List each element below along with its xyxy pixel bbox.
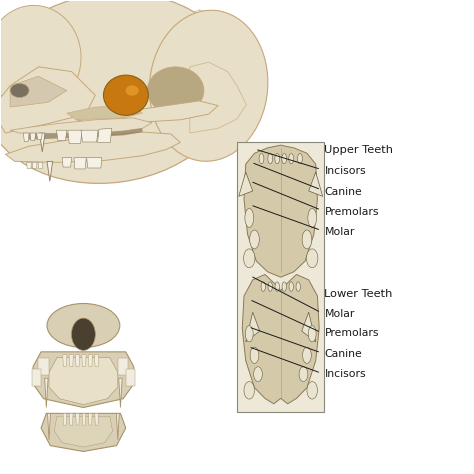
Ellipse shape <box>275 154 280 164</box>
Polygon shape <box>69 413 73 425</box>
Bar <box>38 358 49 375</box>
Polygon shape <box>95 413 99 425</box>
Text: Molar: Molar <box>324 309 355 319</box>
Polygon shape <box>63 413 67 425</box>
Polygon shape <box>10 118 152 134</box>
Polygon shape <box>244 145 318 277</box>
Ellipse shape <box>0 0 237 183</box>
Ellipse shape <box>282 154 287 164</box>
Ellipse shape <box>302 230 312 249</box>
Ellipse shape <box>268 282 273 292</box>
Ellipse shape <box>244 249 255 268</box>
Polygon shape <box>76 413 80 425</box>
Text: Premolars: Premolars <box>324 328 379 338</box>
Text: Canine: Canine <box>324 349 362 359</box>
Polygon shape <box>88 355 92 366</box>
Ellipse shape <box>254 367 262 382</box>
Ellipse shape <box>298 154 302 164</box>
Text: Lower Teeth: Lower Teeth <box>324 289 393 299</box>
Bar <box>32 369 41 385</box>
Polygon shape <box>27 162 31 168</box>
Ellipse shape <box>302 347 311 364</box>
Polygon shape <box>75 355 80 366</box>
Ellipse shape <box>149 10 268 161</box>
Ellipse shape <box>126 85 139 96</box>
Polygon shape <box>89 413 92 425</box>
Polygon shape <box>98 128 112 143</box>
Polygon shape <box>56 130 67 141</box>
Polygon shape <box>76 101 218 124</box>
Polygon shape <box>30 133 36 141</box>
Ellipse shape <box>103 75 148 115</box>
Ellipse shape <box>268 154 273 164</box>
Polygon shape <box>29 128 143 140</box>
Text: Molar: Molar <box>324 227 355 237</box>
Ellipse shape <box>299 367 308 382</box>
Polygon shape <box>190 62 246 133</box>
Polygon shape <box>87 157 102 168</box>
Ellipse shape <box>307 382 318 399</box>
Ellipse shape <box>282 282 286 292</box>
Polygon shape <box>39 133 45 152</box>
Ellipse shape <box>289 154 293 164</box>
Polygon shape <box>32 162 37 168</box>
Ellipse shape <box>72 318 95 350</box>
Ellipse shape <box>261 282 265 292</box>
Polygon shape <box>47 161 53 181</box>
Polygon shape <box>5 132 180 162</box>
Ellipse shape <box>259 154 264 164</box>
Polygon shape <box>246 312 260 342</box>
Polygon shape <box>45 378 48 408</box>
Polygon shape <box>62 157 72 167</box>
Polygon shape <box>55 416 112 447</box>
Ellipse shape <box>308 326 316 342</box>
Polygon shape <box>63 355 67 366</box>
Ellipse shape <box>47 303 120 347</box>
Ellipse shape <box>0 5 81 109</box>
Polygon shape <box>41 413 126 451</box>
Ellipse shape <box>296 282 301 292</box>
Polygon shape <box>0 67 95 133</box>
Polygon shape <box>118 378 122 408</box>
Bar <box>237 143 324 412</box>
Polygon shape <box>94 355 99 366</box>
Polygon shape <box>82 413 86 425</box>
Ellipse shape <box>245 209 254 228</box>
Polygon shape <box>301 312 316 342</box>
Ellipse shape <box>246 326 253 342</box>
Polygon shape <box>38 162 43 168</box>
Ellipse shape <box>250 230 259 249</box>
Ellipse shape <box>244 382 255 399</box>
Polygon shape <box>309 172 323 196</box>
Polygon shape <box>116 413 119 440</box>
Polygon shape <box>242 274 319 404</box>
Ellipse shape <box>308 209 317 228</box>
Text: Incisors: Incisors <box>324 166 366 176</box>
Polygon shape <box>74 157 86 169</box>
Polygon shape <box>23 133 29 142</box>
Ellipse shape <box>147 67 204 114</box>
Polygon shape <box>69 355 73 366</box>
Ellipse shape <box>289 282 293 292</box>
Polygon shape <box>239 172 253 196</box>
Polygon shape <box>49 358 118 405</box>
Polygon shape <box>47 413 50 440</box>
Polygon shape <box>81 130 98 142</box>
Bar <box>118 358 128 375</box>
Ellipse shape <box>275 282 279 292</box>
Polygon shape <box>67 106 143 120</box>
Text: Premolars: Premolars <box>324 207 379 217</box>
Text: Canine: Canine <box>324 187 362 197</box>
Ellipse shape <box>307 249 318 268</box>
Ellipse shape <box>10 83 29 98</box>
Text: Upper Teeth: Upper Teeth <box>324 145 393 155</box>
Polygon shape <box>68 130 82 144</box>
Bar <box>126 369 135 385</box>
Text: Incisors: Incisors <box>324 369 366 379</box>
Ellipse shape <box>250 347 259 364</box>
Polygon shape <box>36 133 42 140</box>
Polygon shape <box>10 76 67 107</box>
Polygon shape <box>33 352 134 408</box>
Polygon shape <box>82 355 86 366</box>
